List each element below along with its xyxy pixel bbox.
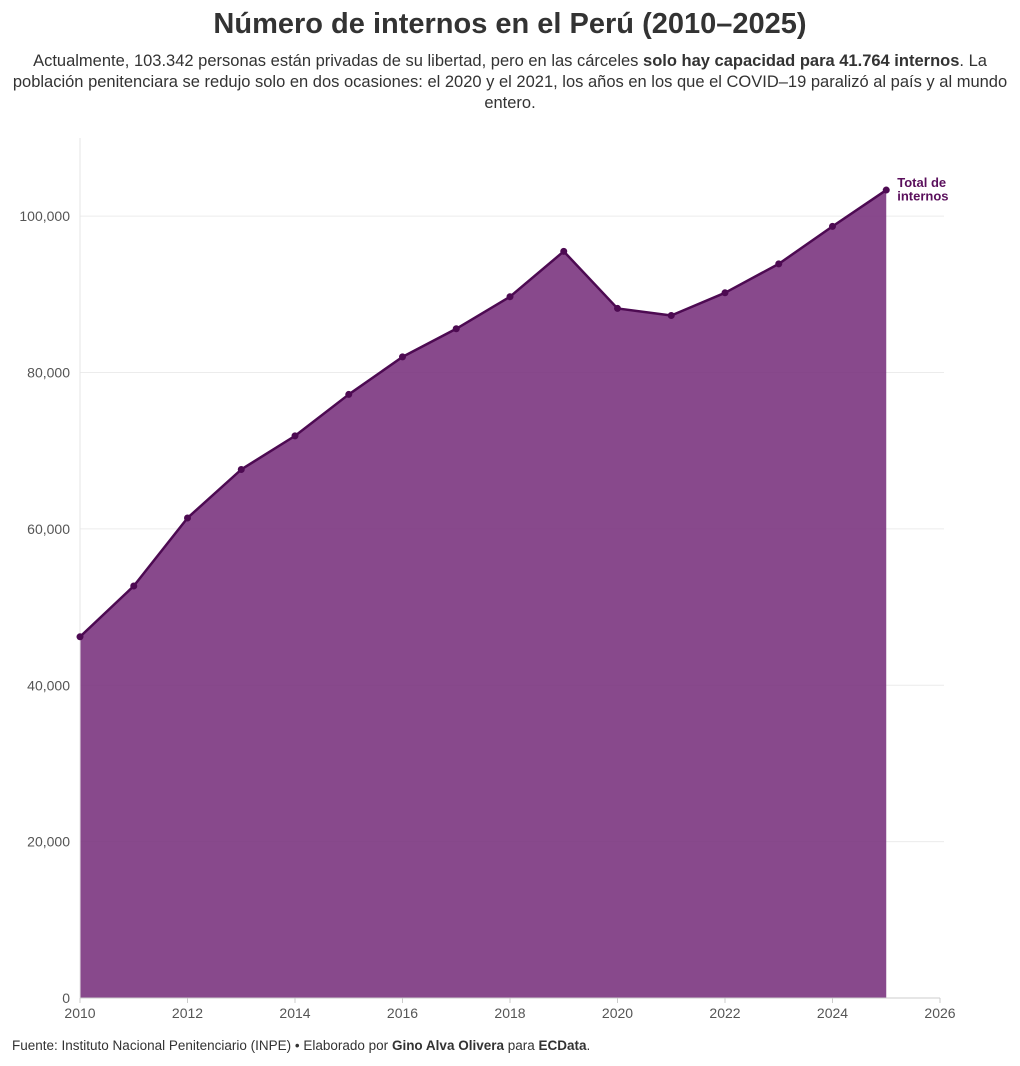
x-tick-label-1: 2012 (172, 1005, 203, 1021)
data-point-2024 (829, 222, 836, 230)
chart-title: Número de internos en el Perú (2010–2025… (213, 8, 807, 40)
footer-outlet: ECData (538, 1038, 587, 1053)
data-point-2020 (614, 304, 621, 312)
subtitle-text-2: . La población penitenciara se redujo so… (12, 52, 1008, 112)
x-tick-label-7: 2024 (817, 1005, 848, 1021)
data-point-2017 (452, 325, 460, 333)
x-tick-label-4: 2018 (494, 1005, 525, 1021)
data-point-2019 (560, 247, 568, 255)
footer-source: Fuente: Instituto Nacional Penitenciario… (12, 1038, 392, 1053)
series-label-line-1: internos (897, 189, 948, 204)
x-tick-label-0: 2010 (64, 1005, 95, 1021)
chart-footer: Fuente: Instituto Nacional Penitenciario… (12, 1038, 590, 1053)
series-line-0 (79, 189, 887, 638)
axes (79, 138, 941, 1003)
footer-end: . (586, 1038, 591, 1053)
y-tick-label-5: 100,000 (19, 208, 70, 224)
x-tick-label-6: 2022 (709, 1005, 740, 1021)
data-point-2018 (506, 293, 514, 301)
data-point-2013 (237, 465, 245, 473)
y-tick-label-1: 20,000 (27, 834, 70, 850)
x-tick-label-3: 2016 (387, 1005, 418, 1021)
x-tick-label-5: 2020 (602, 1005, 633, 1021)
x-tick-label-2: 2014 (279, 1005, 310, 1021)
y-tick-label-0: 0 (62, 990, 70, 1006)
data-point-2011 (130, 582, 138, 590)
y-tick-label-3: 60,000 (27, 521, 70, 537)
area-layer (79, 189, 887, 998)
x-tick-label-8: 2026 (924, 1005, 955, 1021)
data-point-2012 (184, 514, 191, 522)
data-point-2015 (345, 390, 353, 398)
tick-labels: 0 20,000 40,000 60,000 80,000 100,000 2010 2012… (19, 208, 955, 1021)
subtitle-highlight: solo hay capacidad para 41.764 internos (643, 52, 960, 70)
chart-subtitle: Actualmente, 103.342 personas están priv… (8, 51, 1012, 114)
series-label-line-0: Total de (897, 175, 946, 190)
data-point-2022 (721, 289, 729, 297)
data-points (76, 186, 890, 641)
footer-author: Gino Alva Olivera (391, 1038, 504, 1053)
data-point-2025 (882, 186, 890, 194)
footer-mid: para (503, 1038, 539, 1053)
data-point-2016 (399, 353, 406, 361)
y-tick-label-2: 40,000 (27, 677, 70, 693)
data-point-2010 (76, 633, 84, 641)
subtitle-text-1: Actualmente, 103.342 personas están priv… (33, 52, 644, 70)
area-fill-0 (80, 190, 887, 998)
data-point-2021 (667, 311, 675, 319)
data-point-2014 (291, 432, 299, 440)
y-tick-label-4: 80,000 (27, 365, 70, 381)
data-point-2023 (775, 260, 783, 268)
